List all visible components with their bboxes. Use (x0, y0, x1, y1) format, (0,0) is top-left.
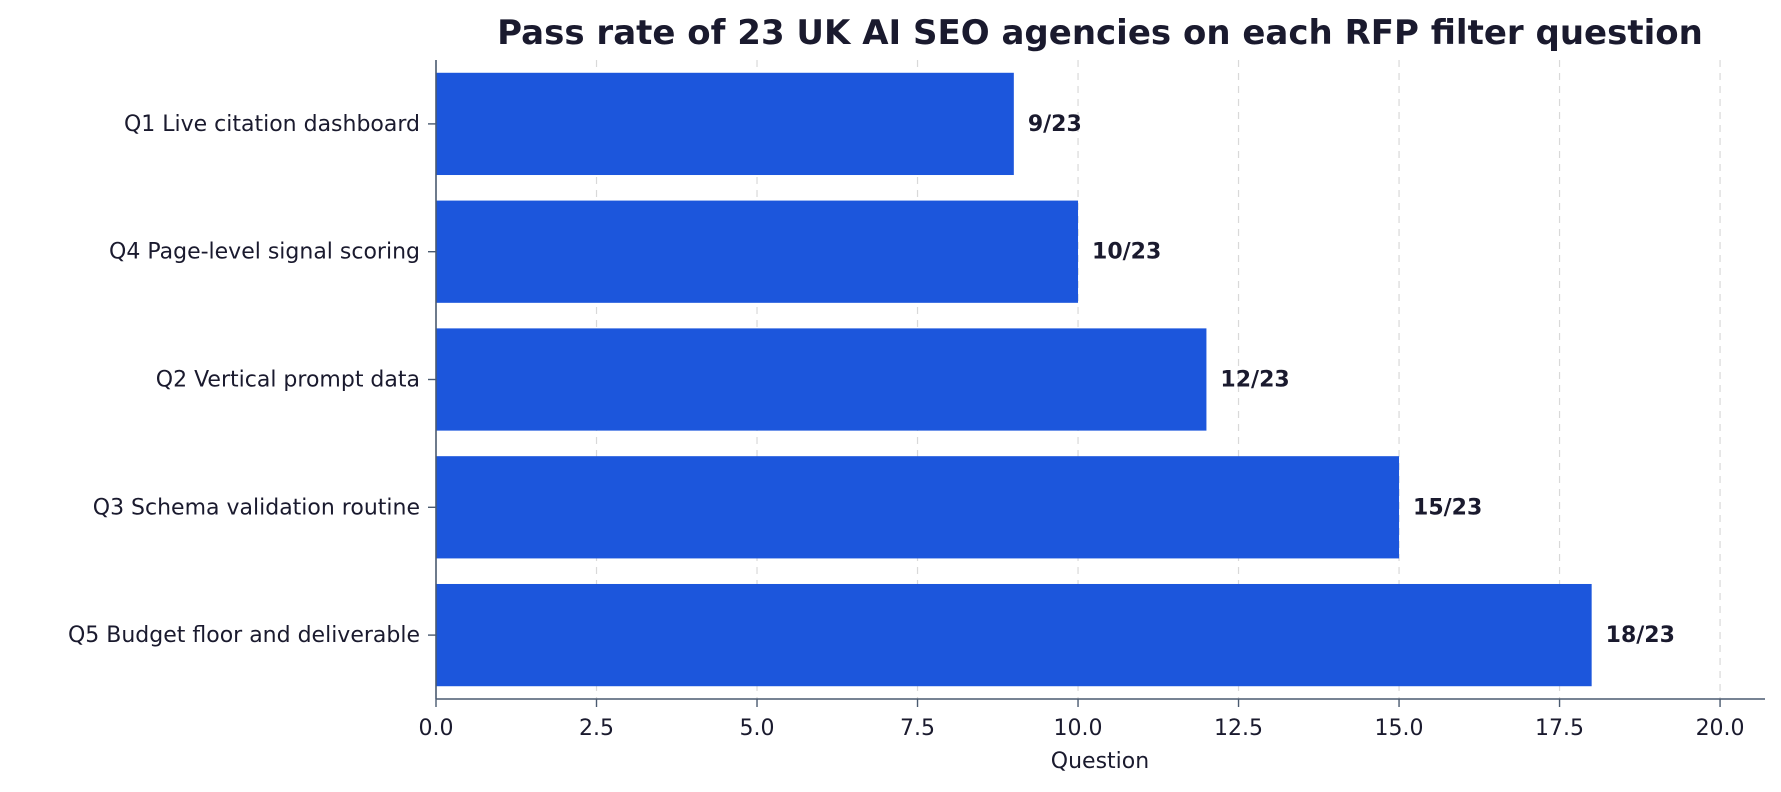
x-tick-label: 15.0 (1375, 716, 1424, 741)
bar-value-label: 10/23 (1092, 240, 1161, 265)
bar-value-label: 9/23 (1028, 112, 1082, 137)
bars (436, 72, 1592, 687)
x-axis: 0.0 2.5 5.0 7.5 10.0 12.5 15.0 17.5 20.0 (419, 698, 1765, 741)
bar (436, 72, 1014, 176)
bar-value-label: 12/23 (1220, 368, 1289, 393)
data-labels: 9/23 10/23 12/23 15/23 18/23 (1028, 112, 1675, 648)
y-tick-label: Q1 Live citation dashboard (124, 112, 420, 137)
y-tick-label: Q3 Schema validation routine (93, 495, 420, 520)
bar (436, 328, 1207, 431)
y-tick-label: Q5 Budget floor and deliverable (68, 623, 420, 648)
bar-value-label: 18/23 (1606, 623, 1675, 648)
x-tick-label: 10.0 (1054, 716, 1103, 741)
bar (436, 583, 1592, 687)
x-tick-label: 7.5 (900, 716, 935, 741)
chart-title: Pass rate of 23 UK AI SEO agencies on ea… (497, 13, 1703, 53)
bar-value-label: 15/23 (1413, 495, 1482, 520)
bar (436, 200, 1079, 303)
y-tick-label: Q4 Page-level signal scoring (109, 240, 420, 265)
x-tick-label: 2.5 (579, 716, 614, 741)
y-tick-label: Q2 Vertical prompt data (156, 368, 420, 393)
x-tick-label: 0.0 (419, 716, 454, 741)
bar (436, 456, 1400, 559)
x-axis-title: Question (1051, 749, 1149, 774)
x-tick-label: 12.5 (1214, 716, 1263, 741)
y-axis: Q1 Live citation dashboard Q4 Page-level … (68, 60, 437, 699)
x-tick-label: 5.0 (740, 716, 775, 741)
x-tick-label: 17.5 (1535, 716, 1584, 741)
x-tick-label: 20.0 (1696, 716, 1745, 741)
